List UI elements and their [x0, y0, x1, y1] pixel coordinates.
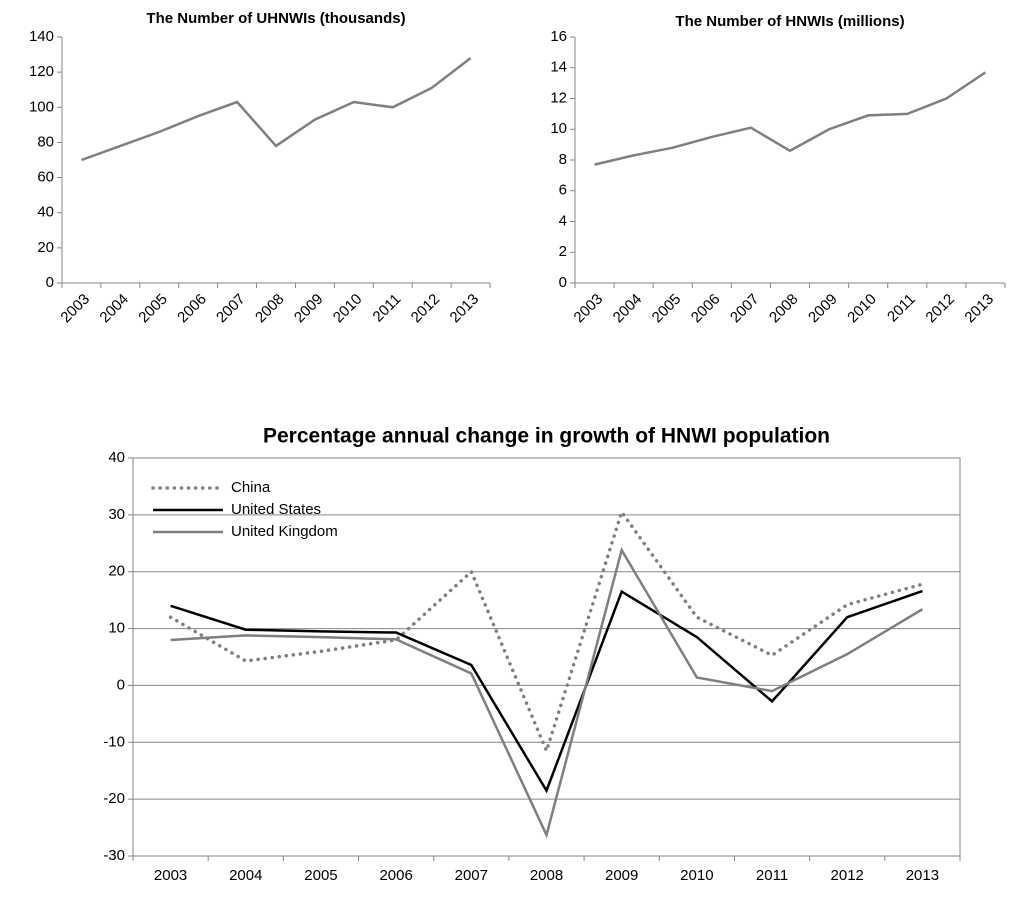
- y-tick-label: 0: [46, 274, 54, 291]
- x-tick-label: 2003: [57, 291, 93, 327]
- x-tick-label: 2005: [304, 867, 337, 884]
- x-tick-label: 2007: [213, 291, 249, 327]
- y-tick-label: 40: [37, 204, 54, 221]
- legend-label: United States: [231, 501, 321, 518]
- x-tick-label: 2012: [922, 291, 958, 327]
- x-tick-label: 2004: [610, 291, 646, 327]
- y-tick-label: 0: [559, 274, 567, 291]
- x-tick-label: 2010: [680, 867, 713, 884]
- series-line: [594, 71, 987, 166]
- x-tick-label: 2003: [154, 867, 187, 884]
- x-tick-label: 2008: [766, 291, 802, 327]
- y-tick-label: 10: [550, 120, 567, 137]
- y-tick-label: 30: [108, 506, 125, 523]
- chart: Percentage annual change in growth of HN…: [103, 425, 961, 884]
- x-tick-label: 2008: [252, 291, 288, 327]
- y-tick-label: 80: [37, 133, 54, 150]
- series-line: [170, 546, 924, 839]
- x-tick-label: 2010: [844, 291, 880, 327]
- y-tick-label: 60: [37, 169, 54, 186]
- y-tick-label: 120: [29, 63, 54, 80]
- x-tick-label: 2010: [330, 291, 366, 327]
- y-tick-label: 20: [108, 563, 125, 580]
- y-tick-label: 10: [108, 620, 125, 637]
- y-tick-label: 40: [108, 449, 125, 466]
- x-tick-label: 2004: [229, 867, 262, 884]
- x-tick-label: 2012: [831, 867, 864, 884]
- x-tick-label: 2008: [530, 867, 563, 884]
- y-tick-label: -30: [103, 847, 125, 864]
- x-tick-label: 2011: [370, 291, 405, 326]
- y-tick-label: 140: [29, 28, 54, 45]
- x-tick-label: 2007: [727, 291, 763, 327]
- x-tick-label: 2006: [174, 291, 210, 327]
- y-tick-label: 4: [559, 212, 567, 229]
- x-tick-label: 2011: [756, 867, 788, 884]
- x-tick-label: 2009: [291, 291, 327, 327]
- y-tick-label: 0: [117, 676, 125, 693]
- x-tick-label: 2013: [906, 867, 939, 884]
- x-tick-label: 2005: [649, 291, 685, 327]
- chart: The Number of UHNWIs (thousands) 0 20 40 60 8…: [29, 10, 491, 327]
- x-tick-label: 2004: [96, 291, 132, 327]
- x-tick-label: 2007: [455, 867, 488, 884]
- x-tick-label: 2005: [135, 291, 171, 327]
- series-line: [170, 589, 923, 794]
- x-tick-label: 2013: [961, 291, 997, 327]
- series-line: [81, 57, 472, 162]
- x-tick-label: 2009: [605, 867, 638, 884]
- legend-label: United Kingdom: [231, 523, 338, 540]
- y-tick-label: 14: [550, 59, 567, 76]
- chart-title: The Number of UHNWIs (thousands): [146, 10, 405, 27]
- chart: The Number of HNWIs (millions) 0 2 4 6 8 10 12 1…: [550, 13, 1006, 327]
- series-line: [168, 508, 925, 756]
- y-tick-label: -20: [103, 790, 125, 807]
- chart-title: Percentage annual change in growth of HN…: [263, 425, 830, 448]
- y-tick-label: 8: [559, 151, 567, 168]
- y-tick-label: -10: [103, 733, 125, 750]
- x-tick-label: 2003: [571, 291, 607, 327]
- y-tick-label: 20: [37, 239, 54, 256]
- x-tick-label: 2011: [884, 291, 919, 326]
- x-tick-label: 2006: [688, 291, 724, 327]
- x-tick-label: 2013: [447, 291, 483, 327]
- y-tick-label: 100: [29, 98, 54, 115]
- y-tick-label: 6: [559, 182, 567, 199]
- y-tick-label: 2: [559, 243, 567, 260]
- y-tick-label: 16: [550, 28, 567, 45]
- legend-label: China: [231, 479, 271, 496]
- x-tick-label: 2012: [408, 291, 444, 327]
- chart-title: The Number of HNWIs (millions): [675, 13, 904, 30]
- x-tick-label: 2006: [379, 867, 412, 884]
- y-tick-label: 12: [550, 89, 567, 106]
- x-tick-label: 2009: [805, 291, 841, 327]
